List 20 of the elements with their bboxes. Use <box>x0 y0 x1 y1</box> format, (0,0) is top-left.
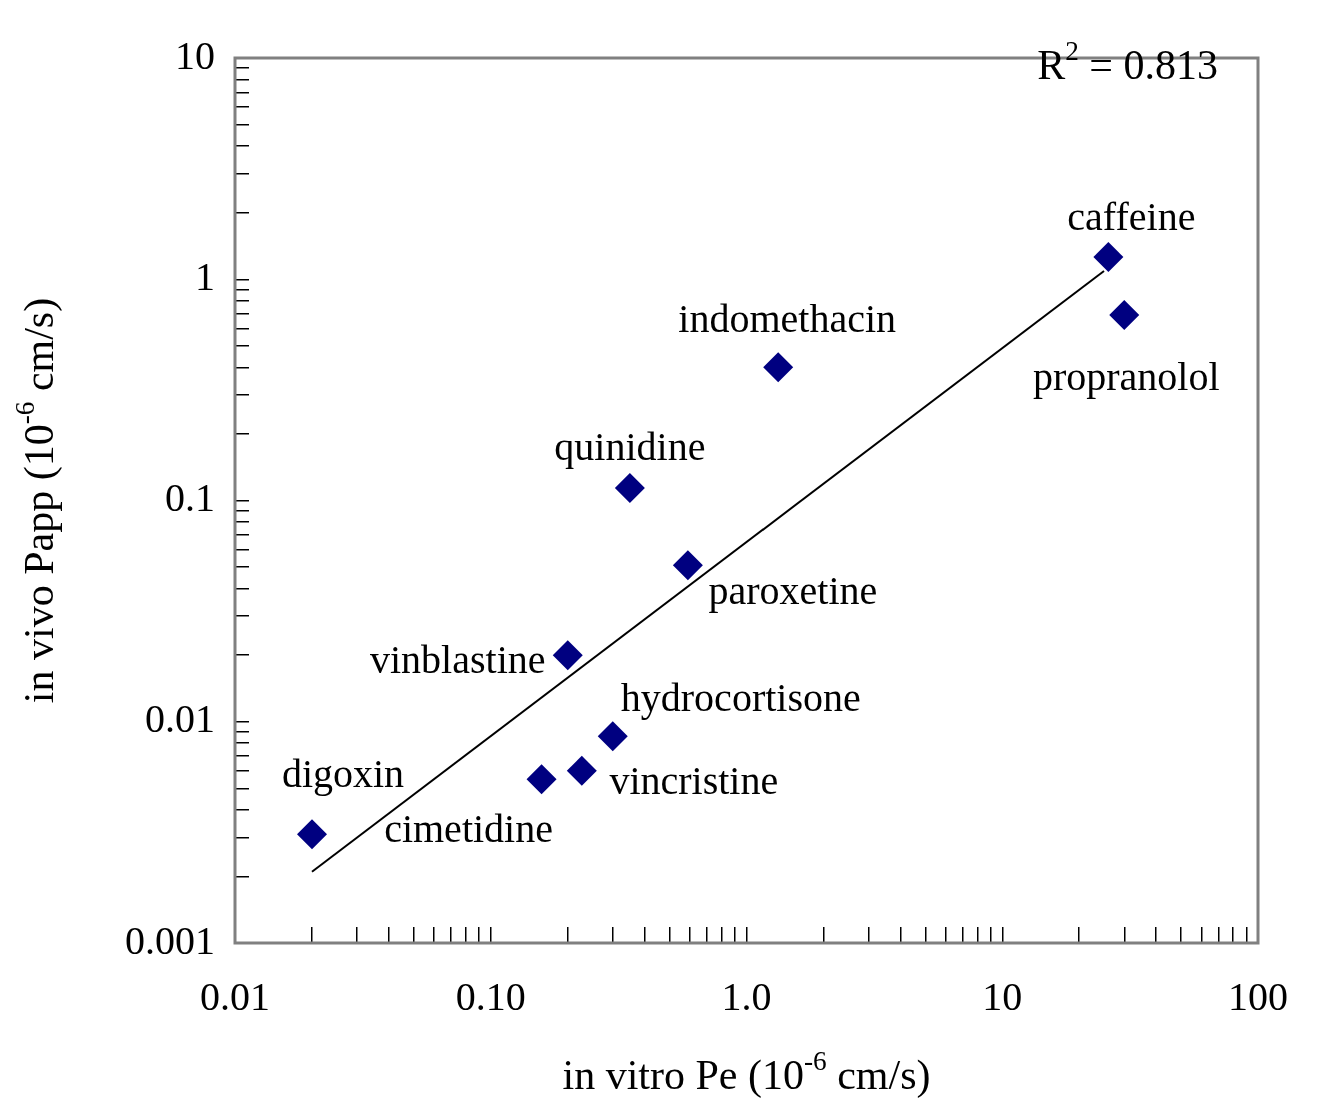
x-tick-label: 10 <box>982 973 1023 1019</box>
annotation: quinidine <box>554 424 706 470</box>
annotation: propranolol <box>1032 354 1220 400</box>
annotation: vincristine <box>609 758 779 804</box>
x-tick-label: 1.0 <box>721 973 772 1019</box>
y-axis-title: in vivo Papp (10-6 cm/s) <box>10 297 64 704</box>
y-tick-label: 0.01 <box>145 696 215 742</box>
annotation: indomethacin <box>678 295 897 341</box>
y-tick-label: 10 <box>175 32 215 78</box>
y-tick-label: 1 <box>195 253 215 299</box>
annotation: vinblastine <box>369 636 546 682</box>
annotation: caffeine <box>1067 193 1196 239</box>
annotation: paroxetine <box>708 567 878 613</box>
x-tick-label: 100 <box>1228 973 1288 1019</box>
annotation: cimetidine <box>384 805 553 851</box>
y-tick-label: 0.1 <box>165 475 215 520</box>
x-tick-label: 0.10 <box>455 973 526 1019</box>
y-tick-label: 0.001 <box>125 917 215 963</box>
annotation: hydrocortisone <box>620 674 861 720</box>
annotation: digoxin <box>281 750 405 796</box>
